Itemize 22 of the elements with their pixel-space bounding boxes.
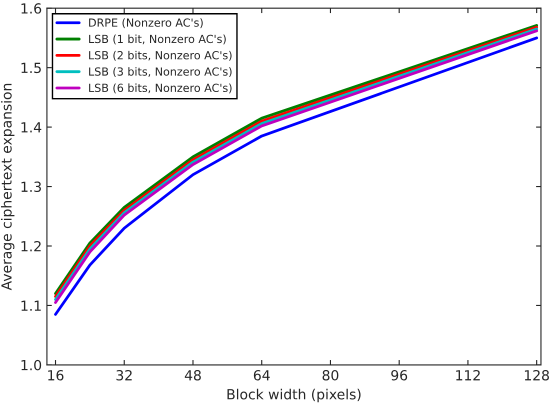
x-tick-label: 32 (116, 370, 132, 381)
legend-label: LSB (2 bits, Nonzero AC's) (89, 50, 232, 61)
legend-label: DRPE (Nonzero AC's) (89, 18, 203, 28)
x-tick-label: 112 (456, 370, 480, 380)
x-tick-label: 128 (524, 370, 549, 381)
y-tick-label: 1.6 (21, 3, 42, 14)
x-tick-label: 16 (48, 370, 64, 381)
y-tick-label: 1.5 (21, 62, 41, 74)
x-tick-label: 64 (254, 370, 270, 381)
x-tick-label: 96 (391, 370, 408, 381)
legend-label: LSB (6 bits, Nonzero AC's) (89, 83, 232, 94)
y-tick-label: 1.3 (21, 182, 41, 192)
x-tick-label: 80 (322, 370, 338, 381)
y-tick-label: 1.1 (21, 300, 41, 311)
legend-label: LSB (1 bit, Nonzero AC's) (89, 34, 226, 44)
y-tick-label: 1.4 (21, 122, 42, 132)
legend-label: LSB (3 bits, Nonzero AC's) (89, 67, 232, 78)
x-tick-label: 48 (184, 370, 201, 381)
y-tick-label: 1.0 (21, 360, 42, 370)
y-tick-label: 1.2 (21, 240, 41, 252)
y-axis-title: Average ciphertext expansion (0, 84, 14, 290)
x-axis-title: Block width (pixels) (227, 388, 361, 402)
